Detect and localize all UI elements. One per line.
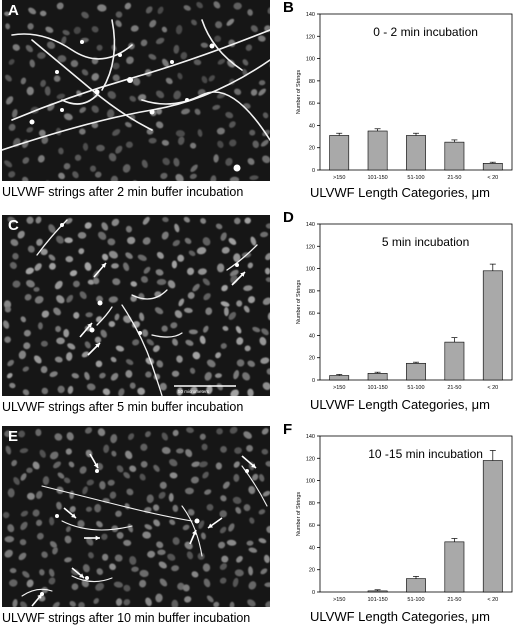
bar [444,141,465,171]
chart-f: 0 20 40 60 80 100 120 140 Number of Strings 10 -1… [280,422,520,604]
caption-e: ULVWF strings after 10 min buffer incuba… [2,611,251,625]
y-axis-label: Number of Strings [296,280,302,325]
bar [367,373,388,381]
cell-nuclei [4,1,270,181]
y-axis-label: Number of Strings [296,492,302,537]
y-tick-label: 60 [309,101,315,107]
y-tick-label: 0 [312,378,315,384]
bar [444,341,465,381]
chart-d-svg: 0 20 40 60 80 100 120 140 Number of Strings 5 min… [296,222,513,391]
panel-letter-a: A [8,2,19,19]
caption-a: ULVWF strings after 2 min buffer incubat… [2,185,244,199]
vwf-strings [36,219,258,396]
y-tick-label: 120 [306,456,315,462]
y-tick-label: 120 [306,244,315,250]
panel-letter-e: E [8,428,19,445]
x-tick-label: >150 [333,385,345,391]
y-tick-label: 60 [309,311,315,317]
micrograph-c-image: 50 micrometers [2,215,270,396]
x-tick-label: 21-50 [447,597,461,603]
x-tick-label: 101-150 [368,385,388,391]
micrograph-e-image [2,426,270,607]
micrograph-a: A [2,0,270,181]
x-tick-label: 21-50 [447,175,461,181]
micrograph-e: E [2,426,270,607]
chart-b-svg: 0 20 40 60 80 100 120 140 Number of Strings 0 - 2… [296,12,513,181]
x-tick-label: 51-100 [407,385,424,391]
bar [406,135,426,171]
chart-title: 5 min incubation [382,235,469,249]
x-tick-label: >150 [333,597,345,603]
x-tick-label: < 20 [487,597,498,603]
y-tick-label: 140 [306,222,315,228]
bar [444,541,465,593]
bar [367,590,388,593]
y-tick-label: 0 [312,590,315,596]
x-tick-label: < 20 [487,385,498,391]
y-tick-label: 80 [309,79,315,85]
bar [329,375,350,381]
x-tick-label: 51-100 [407,175,424,181]
y-axis-label: Number of Strings [296,70,302,115]
y-tick-label: 120 [306,34,315,40]
x-tick-label: 101-150 [368,597,388,603]
plot-area [319,223,513,381]
plot-area [319,435,513,593]
bar [482,270,503,381]
bar [482,460,503,593]
y-tick-label: 60 [309,523,315,529]
panel-letter-c: C [8,217,19,234]
micrograph-c: 50 micrometers C [2,215,270,396]
arrow-icons [79,262,246,356]
y-tick-label: 0 [312,168,315,174]
y-tick-label: 100 [306,57,315,63]
y-tick-label: 20 [309,356,315,362]
chart-b-xlabel: ULVWF Length Categories, μm [310,185,490,200]
y-tick-label: 140 [306,12,315,18]
bar [482,163,503,171]
x-tick-label: < 20 [487,175,498,181]
x-tick-label: >150 [333,175,345,181]
caption-c: ULVWF strings after 5 min buffer incubat… [2,400,244,414]
micrograph-a-image [2,0,270,181]
bar [406,578,426,593]
y-tick-label: 80 [309,289,315,295]
y-tick-label: 20 [309,568,315,574]
panel-letter-f: F [283,421,293,438]
panel-letter-b: B [283,0,294,16]
chart-title: 0 - 2 min incubation [373,25,478,39]
y-tick-label: 40 [309,333,315,339]
y-tick-label: 80 [309,501,315,507]
y-tick-label: 100 [306,267,315,273]
vwf-strings [2,19,270,172]
y-tick-label: 140 [306,434,315,440]
arrow-icons [31,453,257,607]
panel-letter-d: D [283,209,294,226]
bar [329,135,350,171]
chart-f-xlabel: ULVWF Length Categories, μm [310,609,490,624]
bar [406,362,426,381]
x-tick-label: 101-150 [368,175,388,181]
x-tick-label: 21-50 [447,385,461,391]
y-tick-label: 40 [309,123,315,129]
chart-f-svg: 0 20 40 60 80 100 120 140 Number of Strings 10 -1… [296,434,513,603]
cell-nuclei [2,426,270,607]
cell-nuclei [2,216,270,396]
x-tick-label: 51-100 [407,597,424,603]
vwf-strings [21,465,268,597]
chart-d-xlabel: ULVWF Length Categories, μm [310,397,490,412]
y-tick-label: 100 [306,479,315,485]
chart-d: 0 20 40 60 80 100 120 140 Number of Strings 5 min… [280,210,520,392]
chart-b: 0 20 40 60 80 100 120 140 Number of Strings 0 - 2… [280,0,520,182]
y-tick-label: 40 [309,545,315,551]
chart-title: 10 -15 min incubation [368,447,483,461]
y-tick-label: 20 [309,146,315,152]
scale-bar-label: 50 micrometers [178,389,210,394]
bar [367,130,388,171]
